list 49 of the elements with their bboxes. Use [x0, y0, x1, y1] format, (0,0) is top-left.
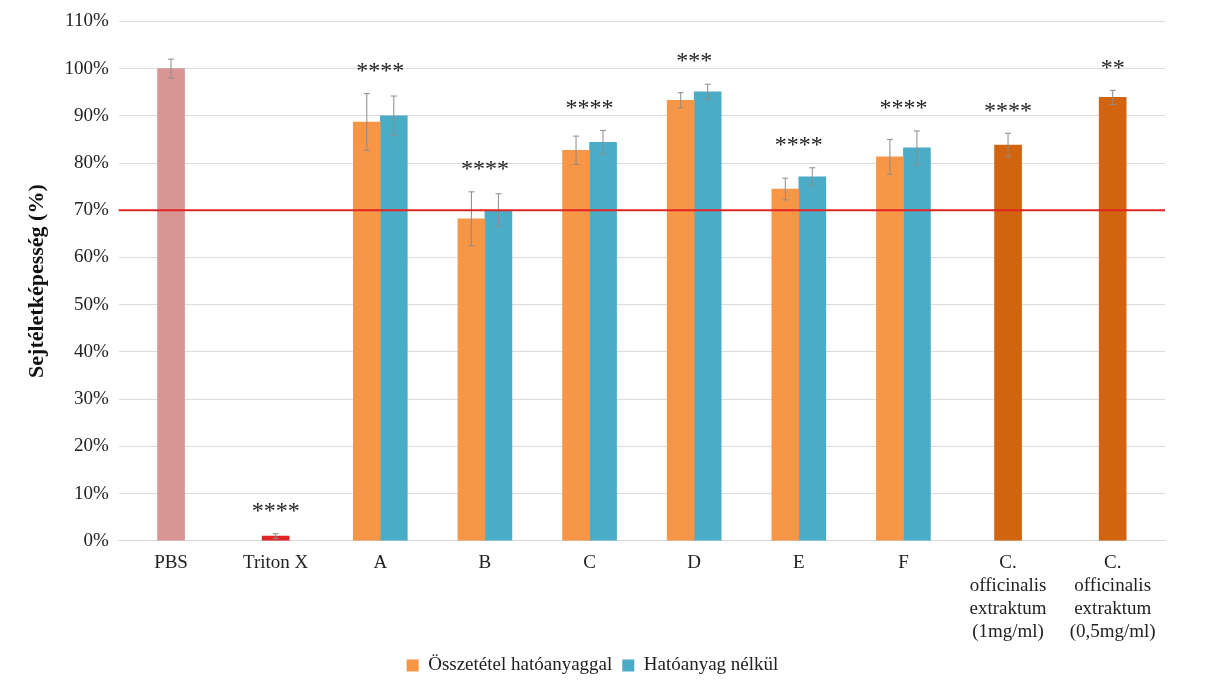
data-label: *** [676, 47, 713, 74]
y-tick-label: 40% [73, 339, 109, 361]
y-axis-title: Sejtéletképesség (%) [22, 184, 48, 378]
bar [1098, 97, 1127, 541]
y-tick-label: 80% [73, 151, 109, 173]
y-tick-label: 100% [64, 56, 109, 78]
y-tick-label: 110% [65, 9, 109, 31]
bar [562, 149, 590, 541]
x-tick-label: F [898, 551, 909, 573]
bar [693, 91, 722, 541]
x-tick-label: A [373, 551, 388, 573]
data-label: **** [879, 94, 928, 121]
bar [876, 156, 904, 541]
y-tick-label: 60% [73, 245, 109, 267]
bar [994, 144, 1022, 541]
bar [771, 188, 800, 541]
x-tick-label: E [793, 551, 805, 573]
y-tick-label: 90% [73, 103, 109, 125]
y-tick-label: 0% [83, 528, 109, 550]
x-tick-label: B [478, 551, 492, 573]
y-tick-label: 20% [73, 434, 109, 456]
bar [157, 68, 185, 541]
x-tick-label: C. officinalis extraktum (1mg/ml) [969, 551, 1047, 642]
bar [589, 141, 617, 541]
data-label: **** [356, 56, 405, 83]
y-tick-label: 70% [73, 198, 109, 220]
bar [457, 218, 486, 541]
x-tick-label: C. officinalis extraktum (0,5mg/ml) [1069, 551, 1156, 642]
bar [666, 99, 695, 541]
data-label: **** [251, 497, 300, 524]
bar [352, 121, 381, 541]
y-tick-label: 30% [73, 387, 109, 409]
bar [903, 147, 931, 541]
data-label: **** [984, 96, 1033, 123]
bar [798, 176, 827, 541]
y-tick-label: 10% [73, 481, 109, 503]
legend-label: Hatóanyag nélkül [643, 653, 779, 675]
legend-label: Összetétel hatóanyaggal [428, 653, 613, 675]
data-label: **** [460, 155, 509, 182]
x-tick-label: D [687, 551, 702, 573]
bar [484, 209, 513, 541]
data-label: **** [565, 93, 614, 120]
bar [379, 115, 408, 541]
data-label: **** [774, 131, 823, 158]
data-label: ** [1100, 53, 1125, 80]
x-tick-label: Triton X [243, 551, 309, 573]
y-tick-label: 50% [73, 292, 109, 314]
x-tick-label: PBS [154, 551, 188, 573]
x-tick-label: C [583, 551, 596, 573]
